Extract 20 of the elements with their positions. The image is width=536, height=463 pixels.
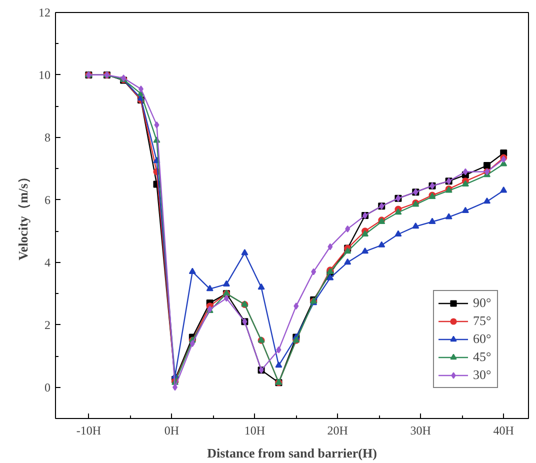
y-tick-label: 2 bbox=[44, 318, 50, 332]
x-tick-label: 20H bbox=[327, 424, 348, 438]
y-tick-label: 10 bbox=[38, 68, 50, 82]
y-tick-label: 0 bbox=[44, 380, 50, 394]
x-tick-label: 30H bbox=[410, 424, 432, 438]
x-tick-label: -10H bbox=[76, 424, 102, 438]
y-tick-label: 4 bbox=[44, 255, 50, 270]
x-axis-title: Distance from sand barrier(H) bbox=[207, 446, 377, 460]
y-axis-title: Velocity（m/s） bbox=[16, 170, 30, 260]
legend-label: 75° bbox=[473, 313, 492, 329]
y-tick-label: 8 bbox=[44, 130, 50, 144]
x-tick-label: 10H bbox=[244, 424, 266, 438]
legend-label: 30° bbox=[473, 367, 492, 383]
x-tick-label: 40H bbox=[493, 424, 514, 438]
legend-label: 90° bbox=[473, 295, 492, 311]
legend-label: 60° bbox=[473, 331, 492, 347]
y-tick-label: 12 bbox=[38, 6, 50, 20]
x-tick-label: 0H bbox=[164, 424, 180, 438]
legend-label: 45° bbox=[473, 349, 492, 365]
y-tick-label: 6 bbox=[44, 192, 50, 207]
